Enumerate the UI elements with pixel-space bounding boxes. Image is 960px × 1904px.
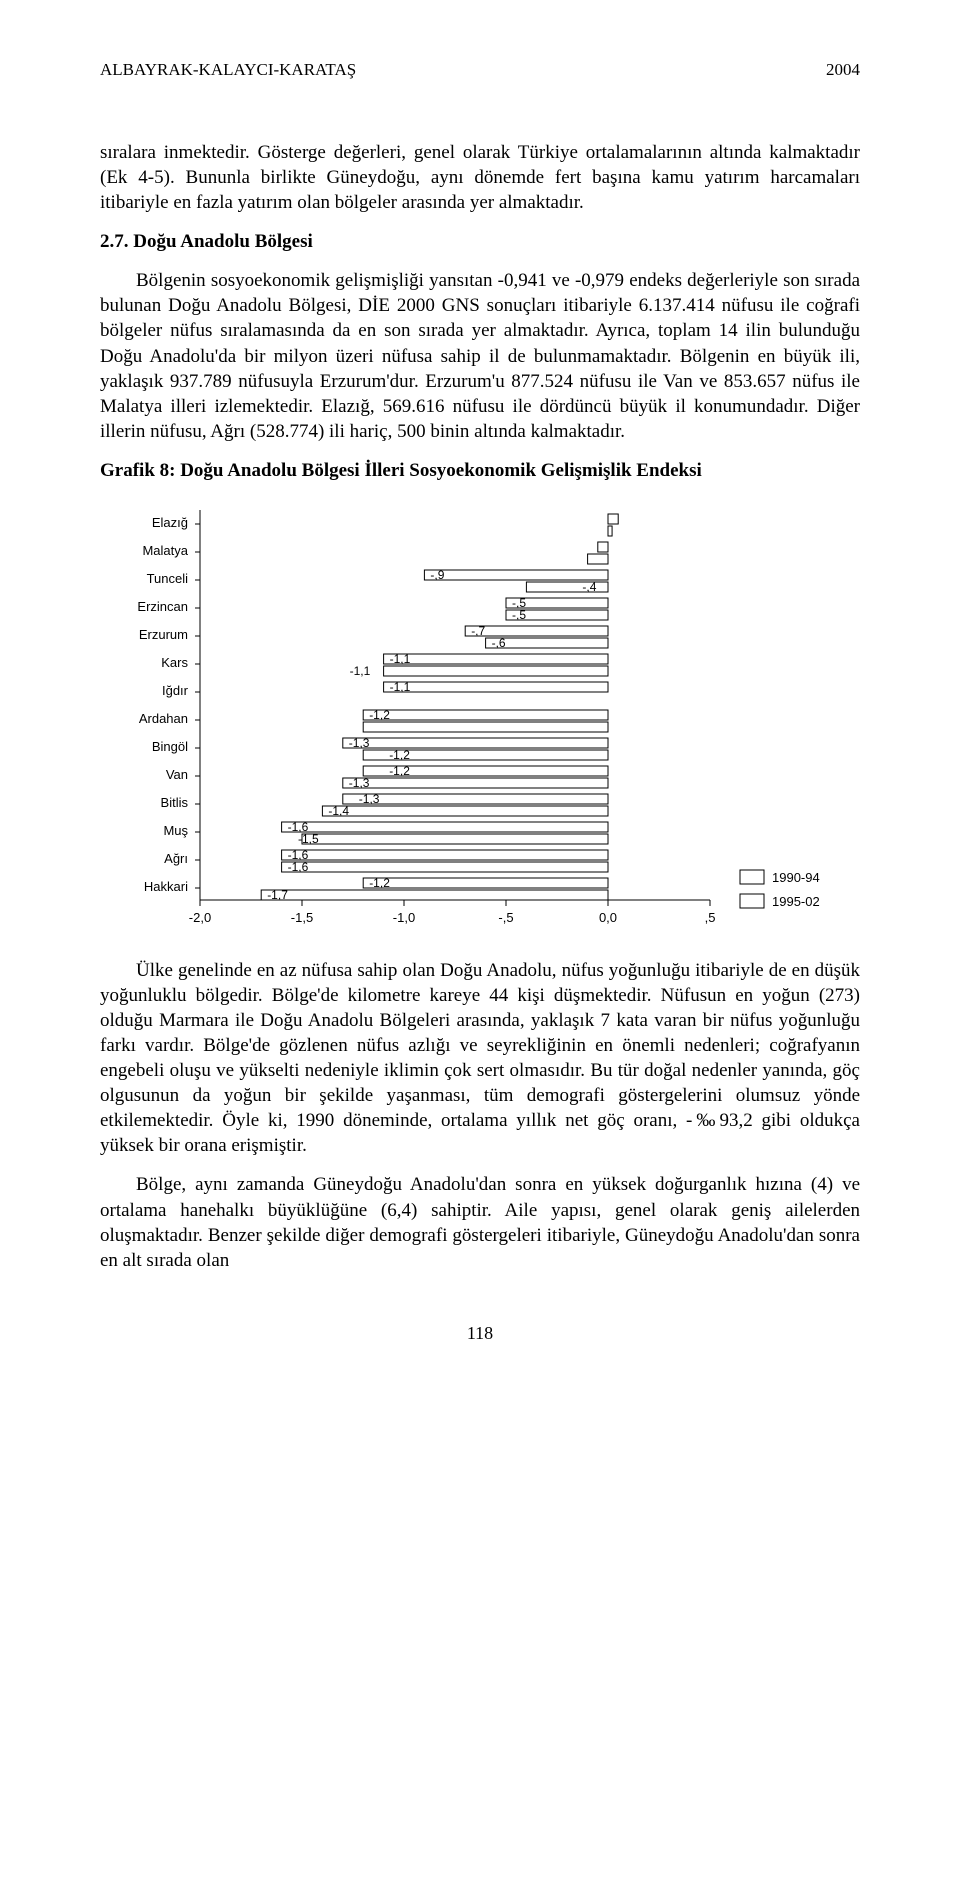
svg-text:Erzincan: Erzincan bbox=[137, 599, 188, 614]
svg-text:Van: Van bbox=[166, 767, 188, 782]
running-head: ALBAYRAK-KALAYCI-KARATAŞ 2004 bbox=[100, 60, 860, 80]
chart-container: -2,0 -1,5 -1,0 -,5 0,0 ,5 Elazığ Malatya Tunceli… bbox=[100, 500, 860, 940]
paragraph-4: Bölge, aynı zamanda Güneydoğu Anadolu'da… bbox=[100, 1172, 860, 1272]
chart-title: Grafik 8: Doğu Anadolu Bölgesi İlleri So… bbox=[100, 460, 860, 482]
running-head-left: ALBAYRAK-KALAYCI-KARATAŞ bbox=[100, 60, 356, 80]
svg-text:,5: ,5 bbox=[705, 910, 716, 925]
svg-text:Tunceli: Tunceli bbox=[147, 571, 189, 586]
svg-text:Kars: Kars bbox=[161, 655, 188, 670]
svg-text:-1,1: -1,1 bbox=[390, 680, 411, 694]
svg-text:-1,5: -1,5 bbox=[298, 832, 319, 846]
svg-text:-1,3: -1,3 bbox=[349, 736, 370, 750]
svg-text:1995-02: 1995-02 bbox=[772, 894, 820, 909]
svg-text:-1,1: -1,1 bbox=[350, 664, 371, 678]
svg-text:-1,3: -1,3 bbox=[359, 792, 380, 806]
svg-text:Bingöl: Bingöl bbox=[152, 739, 188, 754]
svg-text:-,9: -,9 bbox=[430, 568, 444, 582]
svg-text:-1,7: -1,7 bbox=[267, 888, 288, 902]
paragraph-1: sıralara inmektedir. Gösterge değerleri,… bbox=[100, 140, 860, 215]
svg-text:-1,2: -1,2 bbox=[389, 764, 410, 778]
svg-text:-1,5: -1,5 bbox=[291, 910, 313, 925]
svg-text:-1,3: -1,3 bbox=[349, 776, 370, 790]
svg-text:Ağrı: Ağrı bbox=[164, 851, 188, 866]
svg-text:-1,1: -1,1 bbox=[390, 652, 411, 666]
svg-text:-,5: -,5 bbox=[498, 910, 513, 925]
section-heading: 2.7. Doğu Anadolu Bölgesi bbox=[100, 229, 860, 254]
svg-text:Erzurum: Erzurum bbox=[139, 627, 188, 642]
svg-text:-,6: -,6 bbox=[492, 636, 506, 650]
paragraph-3: Ülke genelinde en az nüfusa sahip olan D… bbox=[100, 958, 860, 1159]
svg-text:-,7: -,7 bbox=[471, 624, 485, 638]
svg-text:-1,4: -1,4 bbox=[328, 804, 349, 818]
svg-text:-1,2: -1,2 bbox=[369, 708, 390, 722]
svg-text:0,0: 0,0 bbox=[599, 910, 617, 925]
page-number: 118 bbox=[100, 1323, 860, 1344]
svg-text:Hakkari: Hakkari bbox=[144, 879, 188, 894]
svg-text:-2,0: -2,0 bbox=[189, 910, 211, 925]
svg-text:-1,6: -1,6 bbox=[288, 860, 309, 874]
svg-text:-,4: -,4 bbox=[582, 580, 596, 594]
page: ALBAYRAK-KALAYCI-KARATAŞ 2004 sıralara i… bbox=[0, 0, 960, 1424]
svg-text:Iğdır: Iğdır bbox=[162, 683, 189, 698]
svg-text:Elazığ: Elazığ bbox=[152, 515, 188, 530]
svg-text:-1,2: -1,2 bbox=[369, 876, 390, 890]
svg-text:Ardahan: Ardahan bbox=[139, 711, 188, 726]
running-head-right: 2004 bbox=[826, 60, 860, 80]
svg-text:1990-94: 1990-94 bbox=[772, 870, 820, 885]
section-number: 2.7. Doğu Anadolu Bölgesi bbox=[100, 231, 313, 252]
svg-text:Malatya: Malatya bbox=[142, 543, 188, 558]
svg-text:Bitlis: Bitlis bbox=[161, 795, 189, 810]
svg-text:-1,0: -1,0 bbox=[393, 910, 415, 925]
svg-text:-,5: -,5 bbox=[512, 608, 526, 622]
paragraph-2: Bölgenin sosyoekonomik gelişmişliği yans… bbox=[100, 268, 860, 444]
grouped-bar-chart: -2,0 -1,5 -1,0 -,5 0,0 ,5 Elazığ Malatya Tunceli… bbox=[100, 500, 860, 940]
svg-text:-1,2: -1,2 bbox=[389, 748, 410, 762]
svg-text:Muş: Muş bbox=[163, 823, 188, 838]
